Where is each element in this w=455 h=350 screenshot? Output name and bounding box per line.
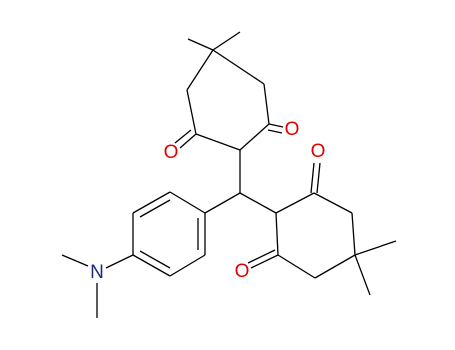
atom-label: N xyxy=(90,262,104,283)
atom-label: O xyxy=(311,141,326,162)
atom-label: O xyxy=(285,119,300,140)
atom-label: O xyxy=(164,142,179,163)
bonds xyxy=(61,31,397,318)
atom-label: O xyxy=(235,261,250,282)
